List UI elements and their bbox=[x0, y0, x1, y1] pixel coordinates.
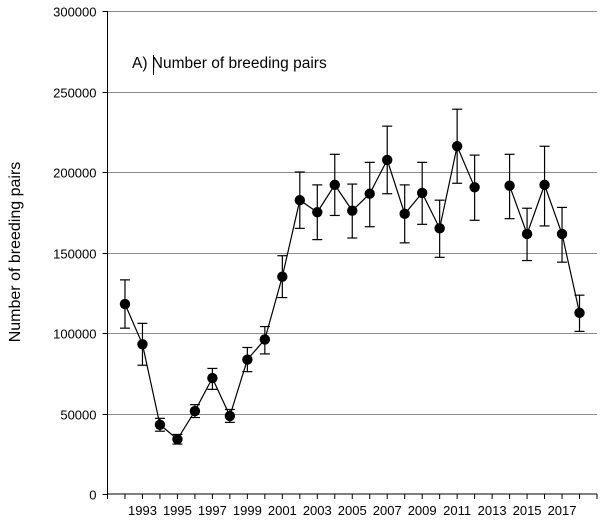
x-tick-label: 1999 bbox=[233, 503, 262, 518]
gridlines bbox=[107, 11, 597, 415]
y-axis-title: Number of breeding pairs bbox=[7, 162, 24, 343]
data-point bbox=[434, 223, 445, 234]
x-tick-label: 2009 bbox=[408, 503, 437, 518]
data-point bbox=[224, 410, 236, 422]
y-tick-label: 100000 bbox=[53, 327, 96, 342]
data-point bbox=[137, 339, 148, 350]
data-point bbox=[451, 141, 463, 152]
data-point bbox=[504, 180, 515, 191]
data-point bbox=[416, 187, 428, 199]
data-point bbox=[312, 207, 323, 218]
y-ticks: 0 50000 100000 150000 200000 250000 300000 bbox=[53, 5, 108, 503]
data-point bbox=[119, 298, 131, 310]
data-point bbox=[207, 372, 218, 384]
data-point bbox=[539, 179, 550, 191]
x-tick-label: 2001 bbox=[268, 503, 297, 518]
data-point bbox=[364, 188, 375, 199]
x-tick-label: 1993 bbox=[128, 503, 157, 518]
x-tick-label: 2011 bbox=[443, 503, 471, 518]
x-tick-label: 1997 bbox=[198, 503, 227, 518]
x-tick-label: 2005 bbox=[338, 503, 367, 518]
y-tick-label: 200000 bbox=[53, 166, 96, 181]
y-tick-label: 250000 bbox=[53, 86, 96, 101]
x-tick-label: 2017 bbox=[548, 503, 577, 518]
x-tick-label: 2013 bbox=[478, 503, 507, 518]
data-point bbox=[521, 228, 533, 240]
data-point bbox=[399, 208, 410, 220]
x-ticks: 1993 1995 1997 1999 2001 2003 2005 2007 2009 2011… bbox=[107, 494, 598, 518]
chart-title: A) Number of breeding pairs bbox=[132, 55, 327, 72]
data-point bbox=[382, 154, 393, 166]
data-point bbox=[347, 205, 358, 216]
x-tick-label: 2003 bbox=[303, 503, 332, 518]
data-point bbox=[242, 354, 253, 365]
x-tick-label: 2015 bbox=[513, 503, 542, 518]
y-tick-label: 150000 bbox=[53, 247, 96, 262]
x-tick-label: 2007 bbox=[373, 503, 402, 518]
y-tick-label: 0 bbox=[89, 488, 96, 503]
x-tick-label: 1995 bbox=[163, 503, 192, 518]
data-point bbox=[329, 179, 340, 191]
data-point bbox=[154, 419, 166, 430]
data-point bbox=[469, 182, 480, 193]
y-tick-label: 300000 bbox=[53, 5, 96, 20]
y-tick-label: 50000 bbox=[60, 408, 96, 423]
data-point bbox=[189, 405, 201, 417]
data-point bbox=[574, 307, 585, 319]
data-point bbox=[277, 271, 288, 282]
data-points bbox=[119, 141, 585, 445]
data-point bbox=[172, 434, 183, 445]
error-bars bbox=[119, 108, 585, 445]
data-point bbox=[259, 334, 271, 345]
data-point bbox=[556, 228, 568, 240]
axes bbox=[107, 11, 597, 495]
data-point bbox=[294, 194, 306, 206]
